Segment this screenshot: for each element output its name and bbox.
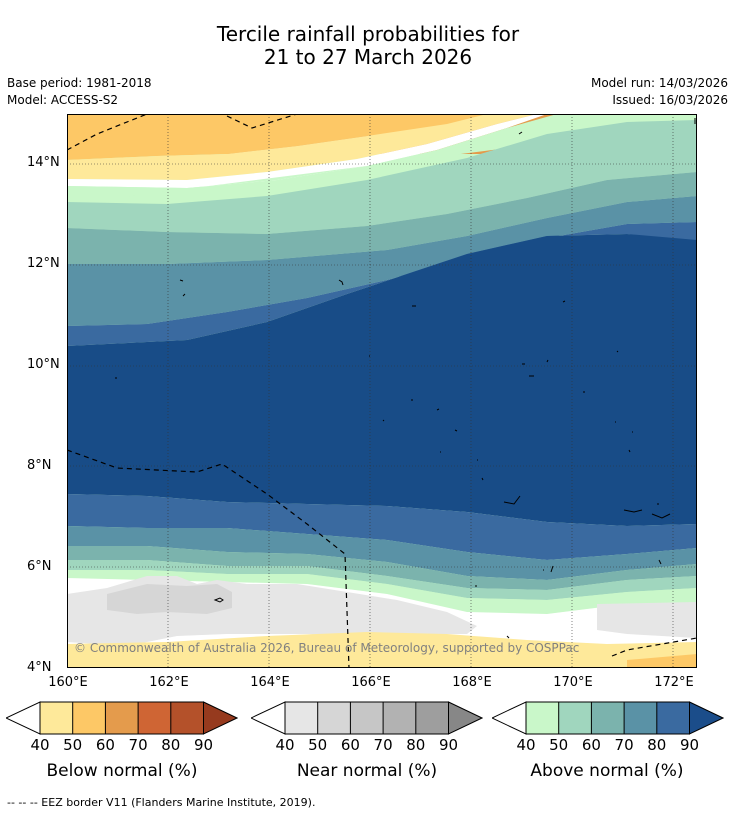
near-over-triangle	[448, 701, 483, 735]
band-above-70-s	[67, 526, 697, 580]
band-above-60-n	[67, 172, 697, 264]
above-swatch-70	[624, 702, 657, 734]
near-tick-80: 80	[406, 736, 426, 754]
lon-label-166e: 166°E	[351, 675, 391, 690]
below-swatch-60	[105, 702, 139, 734]
near-normal-title: Near normal (%)	[296, 761, 438, 781]
below-tick-70: 70	[128, 736, 148, 754]
above-tick-50: 50	[549, 736, 569, 754]
above-normal-title: Above normal (%)	[530, 761, 684, 781]
near-swatch-40	[285, 702, 318, 734]
copyright-text: © Commonwealth of Australia 2026, Bureau…	[74, 641, 580, 655]
band-above-50-s	[67, 560, 697, 600]
band-above-60-s	[67, 546, 697, 590]
near-under-triangle	[251, 701, 286, 735]
eez-borders	[67, 114, 697, 668]
legend-below-colorbar	[6, 701, 238, 735]
below-normal-title: Below normal (%)	[46, 761, 198, 781]
below-swatch-70	[138, 702, 171, 734]
map-frame	[67, 114, 697, 668]
below-40-south	[67, 632, 697, 668]
above-swatch-40	[526, 702, 559, 734]
lon-label-162e: 162°E	[149, 675, 189, 690]
graticule	[67, 114, 697, 668]
near-swatch-50	[317, 702, 351, 734]
band-white-n	[67, 114, 547, 188]
near-tick-50: 50	[308, 736, 328, 754]
below-tick-60: 60	[95, 736, 115, 754]
above-tick-90: 90	[679, 736, 700, 754]
below-tick-90: 90	[193, 736, 214, 754]
band-above-80-n	[67, 222, 697, 346]
lat-label-4n: 4°N	[27, 660, 52, 675]
above-tick-40: 40	[516, 736, 536, 754]
lat-label-10n: 10°N	[27, 357, 60, 372]
lon-label-170e: 170°E	[553, 675, 593, 690]
above-swatch-60	[591, 702, 625, 734]
below-swatch-50	[72, 702, 106, 734]
near-swatch-70	[383, 702, 416, 734]
band-above-50-n	[67, 120, 697, 234]
lat-label-14n: 14°N	[27, 155, 60, 170]
above-tick-80: 80	[647, 736, 667, 754]
near-swatch-60	[350, 702, 384, 734]
lat-label-8n: 8°N	[27, 458, 52, 473]
below-tick-40: 40	[30, 736, 50, 754]
below-under-triangle	[6, 701, 41, 735]
model-run-text: Model run: 14/03/2026	[590, 76, 728, 90]
band-above-70-n	[67, 196, 697, 326]
above-over-triangle	[689, 701, 724, 735]
band-below-50	[67, 114, 487, 160]
islands	[115, 118, 696, 639]
issued-text: Issued: 16/03/2026	[612, 93, 728, 107]
probability-map	[67, 114, 697, 668]
lon-label-172e: 172°E	[654, 675, 694, 690]
above-tick-70: 70	[614, 736, 634, 754]
below-50-south	[627, 654, 697, 668]
lon-label-160e: 160°E	[48, 675, 88, 690]
map-title-line2: 21 to 27 March 2026	[263, 45, 473, 69]
below-tick-50: 50	[63, 736, 83, 754]
near-tick-40: 40	[275, 736, 295, 754]
near-tick-90: 90	[438, 736, 459, 754]
below-swatch-40	[40, 702, 73, 734]
band-above-90-core	[67, 234, 697, 526]
near-tick-60: 60	[340, 736, 360, 754]
lat-label-12n: 12°N	[27, 256, 60, 271]
near-tick-70: 70	[373, 736, 393, 754]
model-text: Model: ACCESS-S2	[7, 93, 119, 107]
above-swatch-80	[656, 702, 690, 734]
base-period-text: Base period: 1981-2018	[7, 76, 152, 90]
near-swatch-80	[415, 702, 449, 734]
lon-label-168e: 168°E	[452, 675, 492, 690]
eez-footnote: -- -- -- EEZ border V11 (Flanders Marine…	[7, 796, 316, 809]
near-50-west	[107, 584, 232, 614]
above-under-triangle	[492, 701, 527, 735]
below-tick-80: 80	[161, 736, 181, 754]
above-tick-60: 60	[581, 736, 601, 754]
near-40-east	[597, 602, 697, 638]
lat-label-6n: 6°N	[27, 559, 52, 574]
lon-label-164e: 164°E	[250, 675, 290, 690]
legend-near-colorbar	[251, 701, 483, 735]
map-title-line1: Tercile rainfall probabilities for	[216, 22, 520, 46]
legend-above-colorbar	[492, 701, 724, 735]
below-swatch-80	[170, 702, 204, 734]
above-swatch-50	[558, 702, 592, 734]
below-over-triangle	[203, 701, 238, 735]
band-below-40	[67, 114, 537, 180]
band-above-80-s	[67, 494, 697, 560]
